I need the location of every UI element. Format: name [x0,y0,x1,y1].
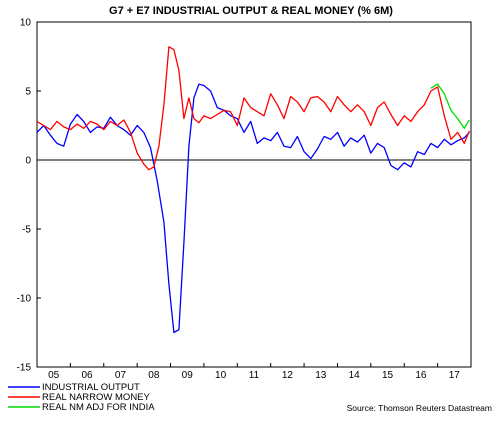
x-tick-label: 10 [215,370,227,381]
x-tick-label: 15 [382,370,394,381]
y-tick-label: -5 [22,225,31,236]
x-tick-label: 11 [249,370,260,381]
x-tick-label: 12 [282,370,294,381]
x-tick-label: 14 [349,370,361,381]
x-tick-label: 17 [449,370,461,381]
y-tick-label: 5 [25,87,31,98]
x-tick-label: 08 [148,370,160,381]
y-tick-label: 0 [25,156,31,167]
y-tick-label: -15 [17,363,32,374]
source-note: Source: Thomson Reuters Datastream [347,403,492,413]
y-tick-label: 10 [20,18,32,29]
legend: INDUSTRIAL OUTPUT REAL NARROW MONEY REAL… [8,382,155,413]
legend-label-real-nm-adj-india: REAL NM ADJ FOR INDIA [42,402,155,413]
x-tick-label: 05 [48,370,60,381]
series-line-real-nm-adj-india [430,83,470,129]
legend-label-real-narrow-money: REAL NARROW MONEY [42,392,151,403]
x-tick-label: 16 [415,370,427,381]
y-tick-label: -10 [17,294,32,305]
x-tick-label: 06 [82,370,94,381]
x-tick-label: 13 [315,370,327,381]
plot-frame [36,21,472,368]
series-line-real-narrow-money [36,46,470,171]
series-layer [36,46,470,334]
chart-title: G7 + E7 INDUSTRIAL OUTPUT & REAL MONEY (… [109,5,393,17]
y-axis: 10 5 0 -5 -10 -15 [17,18,41,374]
x-tick-label: 09 [182,370,194,381]
series-line-industrial-output [36,83,470,334]
x-axis: 05 06 07 08 09 10 11 12 13 14 15 16 17 [36,363,461,381]
legend-label-industrial-output: INDUSTRIAL OUTPUT [42,382,140,393]
x-tick-label: 07 [115,370,127,381]
